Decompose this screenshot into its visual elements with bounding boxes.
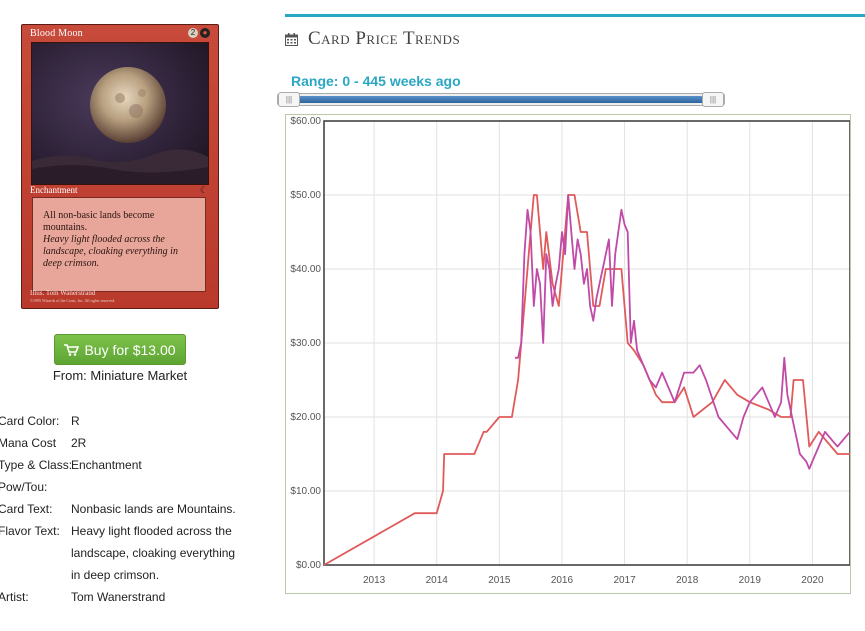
seller-name: From: Miniature Market [52, 368, 188, 383]
card-info-table: Card Color: R Mana Cost 2R Type & Class: Ench… [0, 410, 241, 608]
section-title-text: Card Price Trends [308, 28, 461, 49]
info-label: Card Color: [0, 414, 60, 428]
buy-button-label: Buy for $13.00 [84, 341, 176, 358]
x-tick-label: 2020 [801, 575, 824, 586]
y-tick-label: $60.00 [290, 116, 321, 127]
mana-cost: 2 ● [188, 28, 210, 38]
info-row: Type & Class: Enchantment [0, 454, 241, 476]
cart-icon [64, 343, 80, 356]
card-rules-text: All non-basic lands become mountains. [43, 210, 155, 233]
x-tick-label: 2013 [363, 575, 386, 586]
generic-mana-icon: 2 [188, 28, 198, 38]
buy-button[interactable]: Buy for $13.00 [54, 334, 186, 365]
moon-artwork [32, 43, 208, 184]
x-tick-label: 2014 [426, 575, 449, 586]
y-tick-label: $40.00 [290, 264, 321, 275]
info-label: Pow/Tou: [0, 480, 48, 494]
card-artwork [31, 42, 209, 185]
info-row: Card Color: R [0, 410, 241, 432]
info-value [71, 476, 241, 498]
price-series-line-2 [515, 194, 850, 470]
info-row: Card Text: Nonbasic lands are Mountains. [0, 498, 241, 520]
range-slider-handle-min[interactable]: ||| [278, 92, 300, 107]
info-label: Type & Class: [0, 458, 73, 472]
red-mana-icon: ● [200, 28, 210, 38]
x-tick-label: 2015 [488, 575, 511, 586]
range-slider-fill [290, 96, 712, 103]
x-tick-label: 2018 [676, 575, 699, 586]
card-type-line: Enchantment [30, 185, 78, 195]
range-label: Range: 0 - 445 weeks ago [291, 73, 461, 89]
price-chart-svg: $0.00 $10.00 $20.00 $30.00 $40.00 $50.00 $60.0… [290, 116, 850, 586]
info-value: Heavy light flooded across the landscape… [71, 524, 236, 582]
info-value: 2R [71, 436, 87, 450]
info-value: R [71, 414, 80, 428]
info-row: Mana Cost 2R [0, 432, 241, 454]
x-tick-label: 2016 [551, 575, 574, 586]
card-textbox: All non-basic lands become mountains. He… [32, 197, 206, 292]
info-value: Nonbasic lands are Mountains. [71, 502, 236, 516]
x-tick-label: 2019 [739, 575, 762, 586]
range-slider-handle-max[interactable]: ||| [702, 92, 724, 107]
card-artist-line: Illus. Tom Wanerstrand [30, 289, 96, 297]
card-copyright: ©1995 Wizards of the Coast, Inc. All rig… [30, 298, 116, 303]
info-label: Artist: [0, 590, 29, 604]
y-tick-label: $0.00 [296, 560, 321, 571]
info-label: Card Text: [0, 502, 53, 516]
plot-area-border [323, 120, 850, 566]
info-label: Mana Cost [0, 436, 57, 450]
info-row: Artist: Tom Wanerstrand [0, 586, 241, 608]
card-image: Blood Moon 2 ● [21, 24, 219, 309]
section-title: Card Price Trends [285, 28, 460, 50]
y-tick-label: $20.00 [290, 412, 321, 423]
y-tick-label: $10.00 [290, 486, 321, 497]
price-chart: $0.00 $10.00 $20.00 $30.00 $40.00 $50.00 $60.0… [285, 114, 851, 594]
info-label: Flavor Text: [0, 524, 60, 538]
y-tick-label: $50.00 [290, 190, 321, 201]
card-name: Blood Moon [30, 28, 83, 39]
info-row: Pow/Tou: [0, 476, 241, 498]
card-flavor-text: Heavy light flooded across the landscape… [43, 234, 178, 269]
info-value: Enchantment [71, 458, 142, 472]
price-series-line-1 [323, 194, 850, 566]
info-row: Flavor Text: Heavy light flooded across t… [0, 520, 241, 586]
y-tick-label: $30.00 [290, 338, 321, 349]
calendar-icon [285, 32, 298, 46]
section-divider [285, 14, 865, 17]
x-tick-label: 2017 [613, 575, 636, 586]
range-slider[interactable]: ||| ||| [277, 92, 725, 107]
info-value: Tom Wanerstrand [71, 590, 166, 604]
set-symbol-icon: ☾ [199, 185, 208, 195]
